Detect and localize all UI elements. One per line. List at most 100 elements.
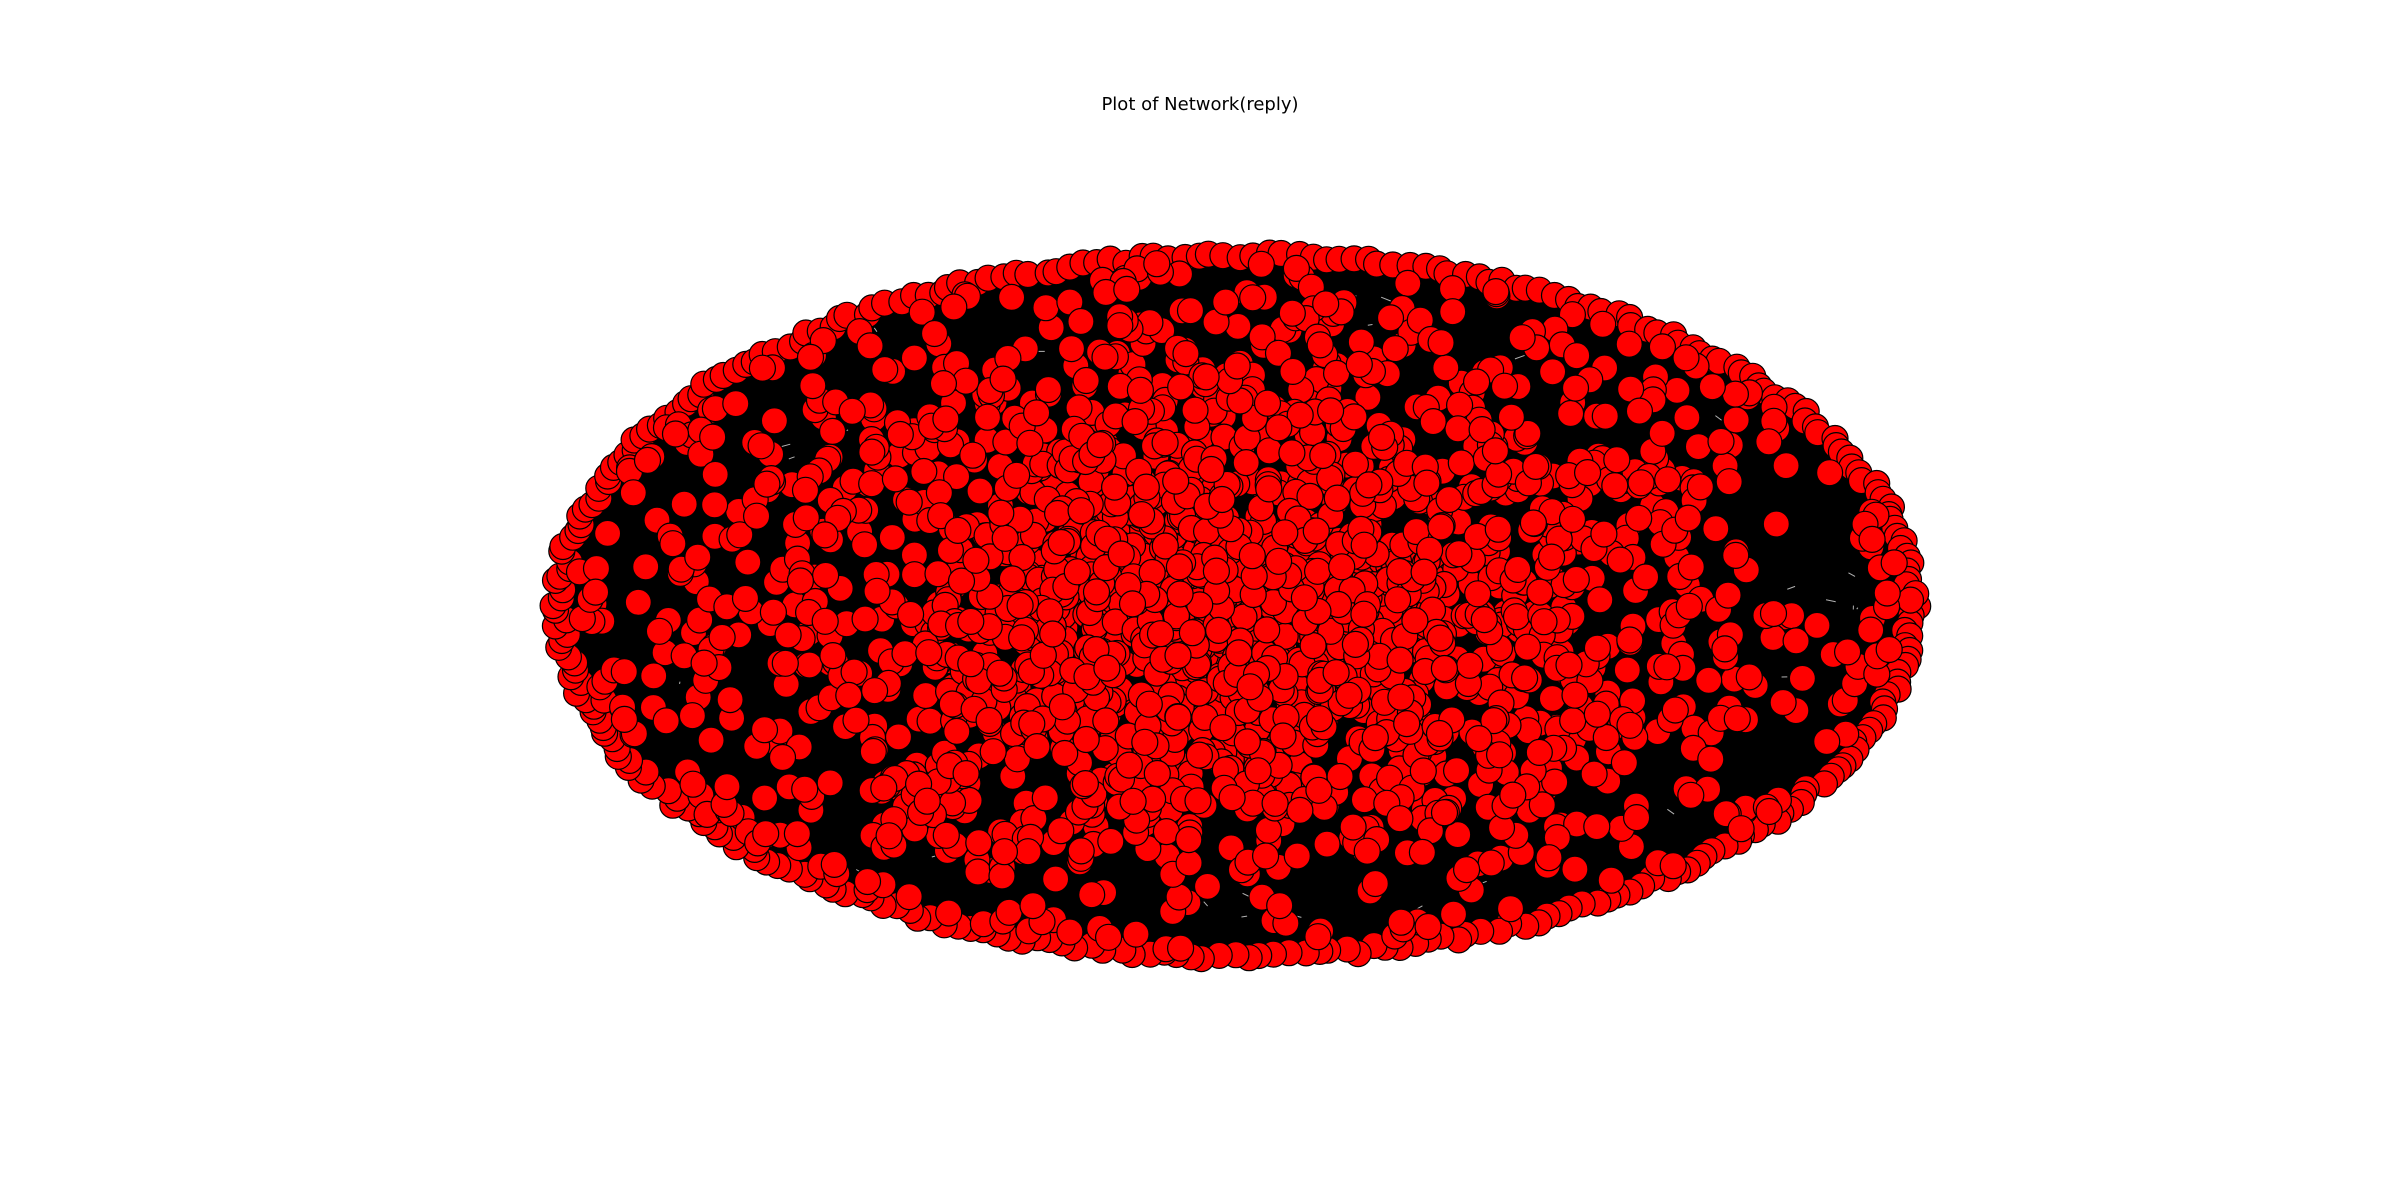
network-node [716, 685, 744, 714]
network-node [991, 524, 1019, 552]
network-node [670, 490, 698, 518]
network-node [752, 819, 780, 848]
network-node [1561, 374, 1590, 402]
network-node [1410, 558, 1438, 586]
edge [846, 429, 849, 432]
network-node [1127, 500, 1156, 529]
network-node [1606, 546, 1634, 574]
network-node [1661, 696, 1689, 724]
network-node [1072, 366, 1100, 395]
network-node [1093, 654, 1121, 682]
network-node [1233, 728, 1261, 756]
network-node [1677, 781, 1705, 809]
network-node [935, 899, 963, 927]
network-node [1485, 741, 1514, 769]
network-node [1833, 638, 1862, 666]
network-node [988, 862, 1016, 890]
network-node [1583, 634, 1612, 662]
network-node [1525, 738, 1553, 767]
network-node [1335, 681, 1363, 709]
network-node [1043, 499, 1072, 528]
network-node [900, 344, 929, 372]
edge [1380, 296, 1392, 302]
network-node [1126, 376, 1155, 404]
network-node [679, 770, 707, 798]
network-node [924, 560, 952, 588]
network-node [1522, 452, 1550, 480]
network-node [1212, 288, 1240, 316]
network-node [1769, 688, 1797, 717]
network-node [1526, 578, 1554, 606]
network-node [1755, 797, 1783, 826]
network-node [1151, 429, 1179, 457]
network-node [1071, 769, 1100, 798]
network-node [581, 578, 610, 606]
network-node [1197, 455, 1225, 484]
network-node [722, 390, 750, 418]
network-node [986, 659, 1014, 687]
network-node [792, 504, 820, 532]
network-node [1022, 399, 1051, 427]
network-node [895, 488, 923, 516]
network-node [1107, 540, 1135, 568]
network-node [1698, 373, 1726, 401]
network-node [742, 502, 771, 530]
network-node [1184, 787, 1212, 815]
network-node [1092, 707, 1120, 735]
network-node [1209, 714, 1237, 742]
network-node [1223, 352, 1251, 380]
network-node [1456, 651, 1484, 679]
network-node [878, 523, 906, 552]
network-node [699, 423, 727, 451]
network-node [811, 561, 840, 590]
network-node [842, 706, 870, 734]
network-node [1601, 472, 1629, 500]
network-node [1583, 700, 1611, 728]
network-node [1381, 335, 1409, 363]
network-node [748, 354, 777, 382]
network-node [989, 365, 1017, 393]
network-node [1430, 654, 1459, 683]
network-node [1121, 408, 1149, 436]
network-node [990, 838, 1019, 866]
network-node [624, 588, 652, 616]
network-node [895, 882, 923, 911]
network-node [1278, 439, 1306, 467]
network-node [1383, 586, 1412, 614]
network-node [811, 521, 839, 549]
network-node [1465, 724, 1493, 753]
network-node [700, 491, 729, 519]
network-node [659, 530, 687, 558]
network-node [1056, 918, 1084, 946]
network-node [1279, 357, 1307, 385]
network-node [896, 600, 925, 629]
network-node [1727, 815, 1755, 843]
network-node [1702, 515, 1730, 543]
network-node [851, 605, 879, 633]
network-node [1247, 250, 1275, 278]
network-node [859, 737, 887, 766]
edge [1667, 808, 1675, 815]
network-node [1653, 653, 1681, 681]
network-node [1558, 505, 1587, 533]
network-node [891, 639, 919, 668]
network-node [1341, 630, 1370, 659]
network-node [1675, 592, 1703, 620]
network-node [858, 438, 886, 466]
network-node [1192, 363, 1220, 391]
network-node [995, 898, 1023, 926]
network-node [1573, 459, 1602, 487]
network-node [1538, 684, 1567, 713]
network-node [1225, 639, 1253, 667]
network-node [1723, 705, 1751, 733]
network-node [1591, 402, 1619, 430]
network-node [1462, 368, 1491, 396]
network-node [1072, 725, 1100, 754]
network-node [1255, 437, 1283, 465]
network-node [820, 850, 848, 879]
network-node [750, 784, 779, 812]
network-node [1510, 664, 1539, 692]
network-node [753, 470, 781, 498]
network-node [1648, 419, 1676, 447]
